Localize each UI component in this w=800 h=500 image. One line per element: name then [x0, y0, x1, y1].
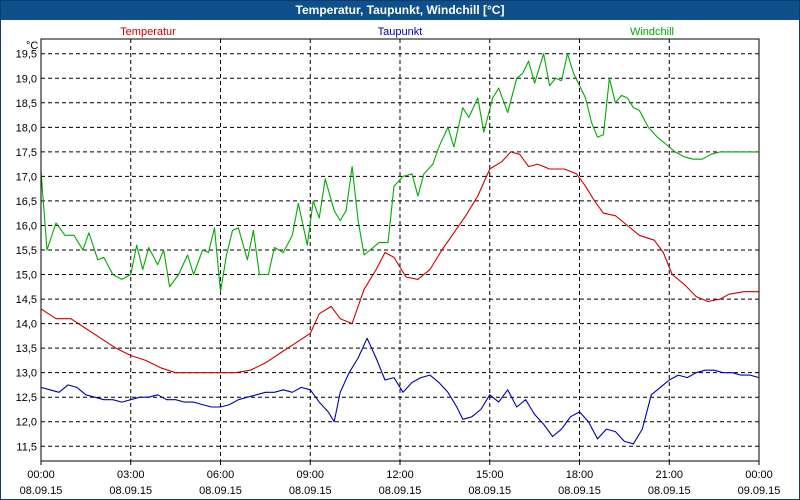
y-tick-label: 18,5 — [16, 98, 37, 110]
legend: Temperatur Taupunkt Windchill — [120, 26, 674, 38]
tick-labels: 11,5 12,0 12,5 13,0 13,5 14,0 14,5 15,0 15,5 16,0… — [16, 40, 781, 497]
legend-windchill: Windchill — [630, 26, 674, 38]
axes — [40, 38, 760, 465]
y-tick-label: 14,0 — [16, 319, 37, 331]
y-tick-label: 13,0 — [16, 368, 37, 380]
x-tick-date: 08.09.15 — [109, 485, 152, 497]
grid-lines — [41, 39, 759, 461]
x-tick-date: 08.09.15 — [199, 485, 242, 497]
y-tick-label: 19,5 — [16, 49, 37, 61]
x-tick-time: 21:00 — [655, 469, 683, 481]
x-tick-date: 08.09.15 — [20, 485, 63, 497]
x-tick-date: 09.09.15 — [738, 485, 781, 497]
y-tick-label: 12,0 — [16, 417, 37, 429]
window-title: Temperatur, Taupunkt, Windchill [°C] — [1, 1, 799, 20]
y-axis-unit: °C — [26, 40, 38, 52]
plot-frame — [40, 38, 760, 462]
x-tick-date: 08.09.15 — [648, 485, 691, 497]
x-tick-time: 06:00 — [207, 469, 235, 481]
legend-taupunkt: Taupunkt — [378, 26, 423, 38]
series-layer — [40, 53, 760, 445]
y-tick-label: 14,5 — [16, 294, 37, 306]
x-tick-time: 00:00 — [27, 469, 55, 481]
y-tick-label: 16,5 — [16, 196, 37, 208]
series-line-temperatur — [40, 151, 759, 374]
y-tick-label: 17,5 — [16, 147, 37, 159]
series-line-taupunkt — [40, 337, 760, 445]
y-tick-label: 15,5 — [16, 245, 37, 257]
y-tick-label: 12,5 — [16, 392, 37, 404]
y-tick-label: 15,0 — [16, 270, 37, 282]
series-line-windchill — [40, 53, 759, 293]
x-tick-date: 08.09.15 — [558, 485, 601, 497]
y-tick-label: 11,5 — [16, 441, 37, 453]
legend-temperatur: Temperatur — [120, 26, 176, 38]
x-tick-time: 03:00 — [117, 469, 145, 481]
x-tick-time: 15:00 — [476, 469, 504, 481]
y-tick-label: 13,5 — [16, 343, 37, 355]
x-tick-time: 12:00 — [386, 469, 414, 481]
x-tick-time: 18:00 — [566, 469, 594, 481]
x-tick-date: 08.09.15 — [468, 485, 511, 497]
y-tick-label: 18,0 — [16, 122, 37, 134]
y-tick-label: 16,0 — [16, 220, 37, 232]
x-tick-time: 09:00 — [296, 469, 324, 481]
x-tick-time: 00:00 — [745, 469, 773, 481]
y-tick-label: 17,0 — [16, 171, 37, 183]
x-tick-date: 08.09.15 — [379, 485, 422, 497]
x-tick-date: 08.09.15 — [289, 485, 332, 497]
y-tick-label: 19,0 — [16, 73, 37, 85]
